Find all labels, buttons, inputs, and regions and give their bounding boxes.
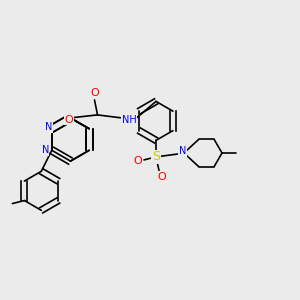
Text: S: S [152,150,160,164]
Text: N: N [179,146,186,157]
Text: N: N [45,122,52,132]
Text: O: O [158,172,166,182]
Text: N: N [179,147,187,158]
Text: NH: NH [122,115,136,125]
Text: O: O [90,88,99,98]
Text: N: N [41,145,49,155]
Text: O: O [65,115,74,125]
Text: O: O [133,156,142,167]
